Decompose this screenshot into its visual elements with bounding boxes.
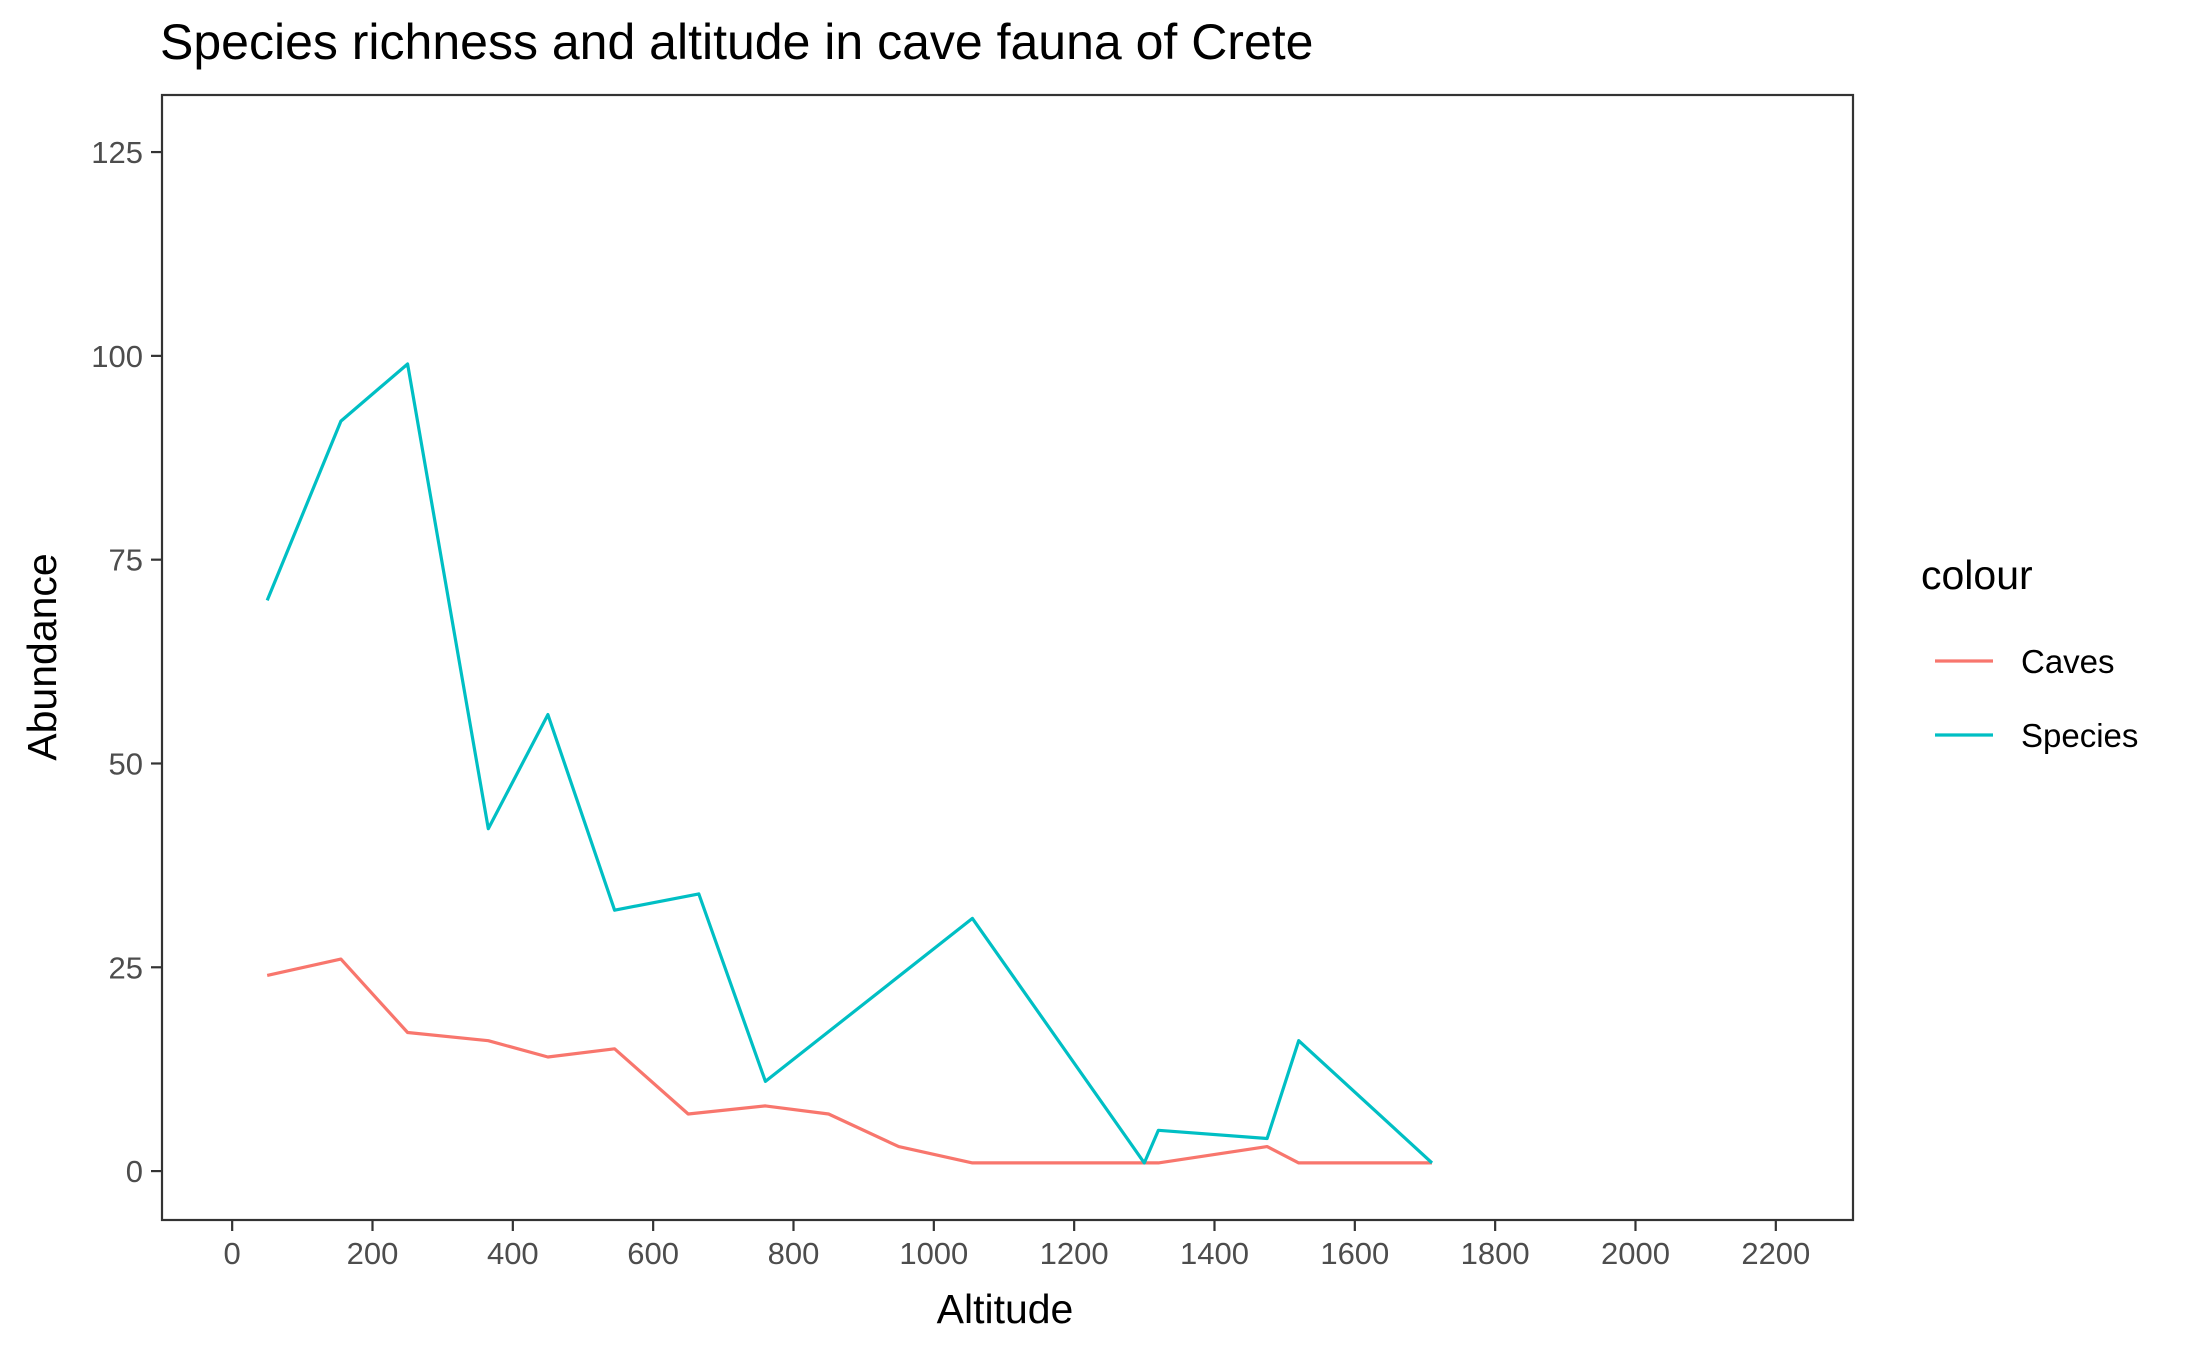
x-axis-title: Altitude [937, 1286, 1074, 1332]
legend-label-caves: Caves [2021, 643, 2115, 680]
series-line-caves [266, 957, 1432, 1165]
chart-title: Species richness and altitude in cave fa… [160, 14, 1313, 70]
series-layer [265, 362, 1434, 1165]
x-tick-label: 1200 [1040, 1236, 1109, 1271]
y-axis-title: Abundance [19, 553, 65, 760]
x-tick-label: 2000 [1601, 1236, 1670, 1271]
x-tick-label: 1600 [1320, 1236, 1389, 1271]
legend-items: Caves Species [1935, 643, 2138, 754]
legend-label-species: Species [2021, 717, 2138, 754]
x-tick-label: 400 [487, 1236, 539, 1271]
y-tick-label: 25 [109, 950, 143, 985]
x-tick-label: 1000 [899, 1236, 968, 1271]
x-tick-label: 1400 [1180, 1236, 1249, 1271]
series-line-species [265, 362, 1434, 1165]
x-tick-label: 2200 [1741, 1236, 1810, 1271]
y-tick-label: 50 [109, 746, 143, 781]
y-tick-label: 75 [109, 543, 143, 578]
x-tick-label: 200 [347, 1236, 399, 1271]
x-tick-label: 1800 [1461, 1236, 1530, 1271]
x-axis: 0 200 400 600 800 1000 1200 1400 1600 1800 2000 220… [224, 1220, 1810, 1271]
legend-title: colour [1921, 552, 2033, 598]
y-tick-label: 0 [126, 1154, 143, 1189]
x-tick-label: 0 [224, 1236, 241, 1271]
y-tick-label: 125 [91, 135, 143, 170]
x-tick-label: 800 [768, 1236, 820, 1271]
y-tick-label: 100 [91, 339, 143, 374]
x-tick-label: 600 [627, 1236, 679, 1271]
plot-panel [160, 93, 1855, 1222]
y-axis: 0 25 50 75 100 125 [91, 135, 162, 1189]
legend: colour Caves Species [1921, 552, 2138, 754]
